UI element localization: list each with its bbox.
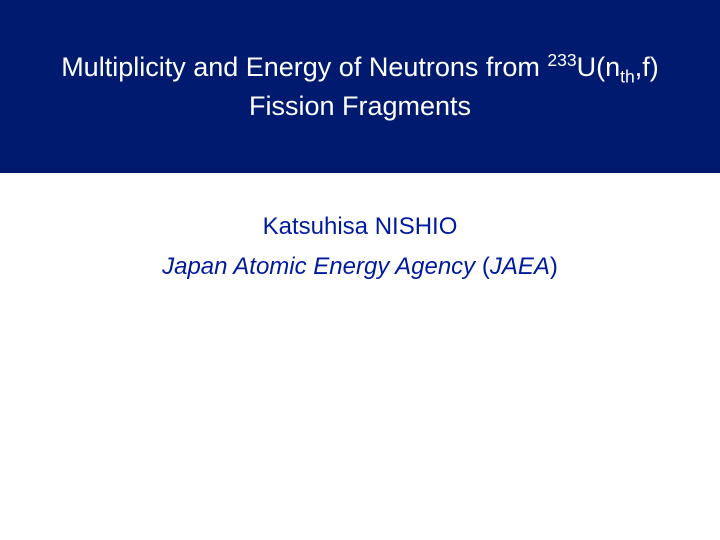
slide-title: Multiplicity and Energy of Neutrons from…: [40, 49, 680, 123]
affil-name: Japan Atomic Energy Agency: [162, 253, 475, 280]
title-superscript: 233: [547, 50, 576, 70]
title-mid: U(n: [577, 52, 621, 82]
title-subscript: th: [620, 67, 635, 87]
author-name: Katsuhisa NISHIO: [0, 213, 720, 241]
title-prefix: Multiplicity and Energy of Neutrons from: [61, 52, 547, 82]
affil-abbrev: JAEA: [490, 253, 550, 280]
title-band: Multiplicity and Energy of Neutrons from…: [0, 0, 720, 173]
affil-open-paren: (: [475, 253, 490, 280]
affil-close-paren: ): [550, 253, 558, 280]
affiliation: Japan Atomic Energy Agency (JAEA): [0, 253, 720, 281]
body-area: Katsuhisa NISHIO Japan Atomic Energy Age…: [0, 173, 720, 281]
